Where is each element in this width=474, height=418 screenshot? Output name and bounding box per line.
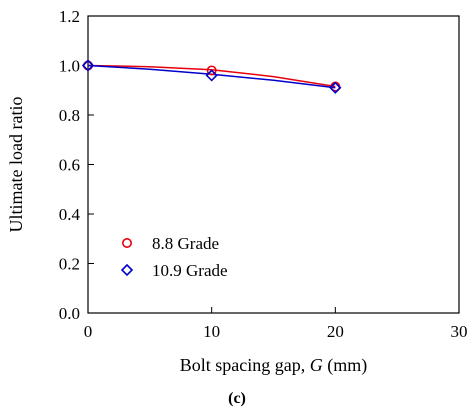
y-tick-label: 1.2 [59,7,80,26]
y-axis: 0.0 0.2 0.4 0.6 0.8 1.0 1.2 [59,7,94,323]
data-point [81,59,95,72]
y-tick-label: 0.0 [59,304,80,323]
data-point [329,81,342,94]
x-axis-title: Bolt spacing gap, G (mm) [180,355,367,376]
y-axis-title: Ultimate load ratio [6,97,26,233]
y-tick-label: 0.8 [59,106,80,125]
y-tick-label: 0.4 [59,205,81,224]
legend-label: 10.9 Grade [152,261,228,280]
data-point [206,65,217,76]
legend-label: 8.8 Grade [152,234,219,253]
data-markers [81,59,342,94]
x-tick-label: 10 [203,322,220,341]
data-point [205,69,218,82]
figure-caption: (c) [228,390,246,407]
trend-line [87,64,336,89]
x-axis: 0 10 20 30 [84,307,468,341]
y-tick-label: 0.6 [59,156,80,175]
y-tick-label: 1.0 [59,57,80,76]
x-tick-label: 20 [327,322,344,341]
x-tick-label: 0 [84,322,93,341]
trend-lines [87,64,336,89]
legend-marker [122,238,133,249]
legend-marker [120,263,134,277]
plot-area [87,15,460,314]
legend: 8.8 Grade 10.9 Grade [120,234,228,280]
x-tick-label: 30 [451,322,468,341]
y-tick-label: 0.2 [59,255,80,274]
